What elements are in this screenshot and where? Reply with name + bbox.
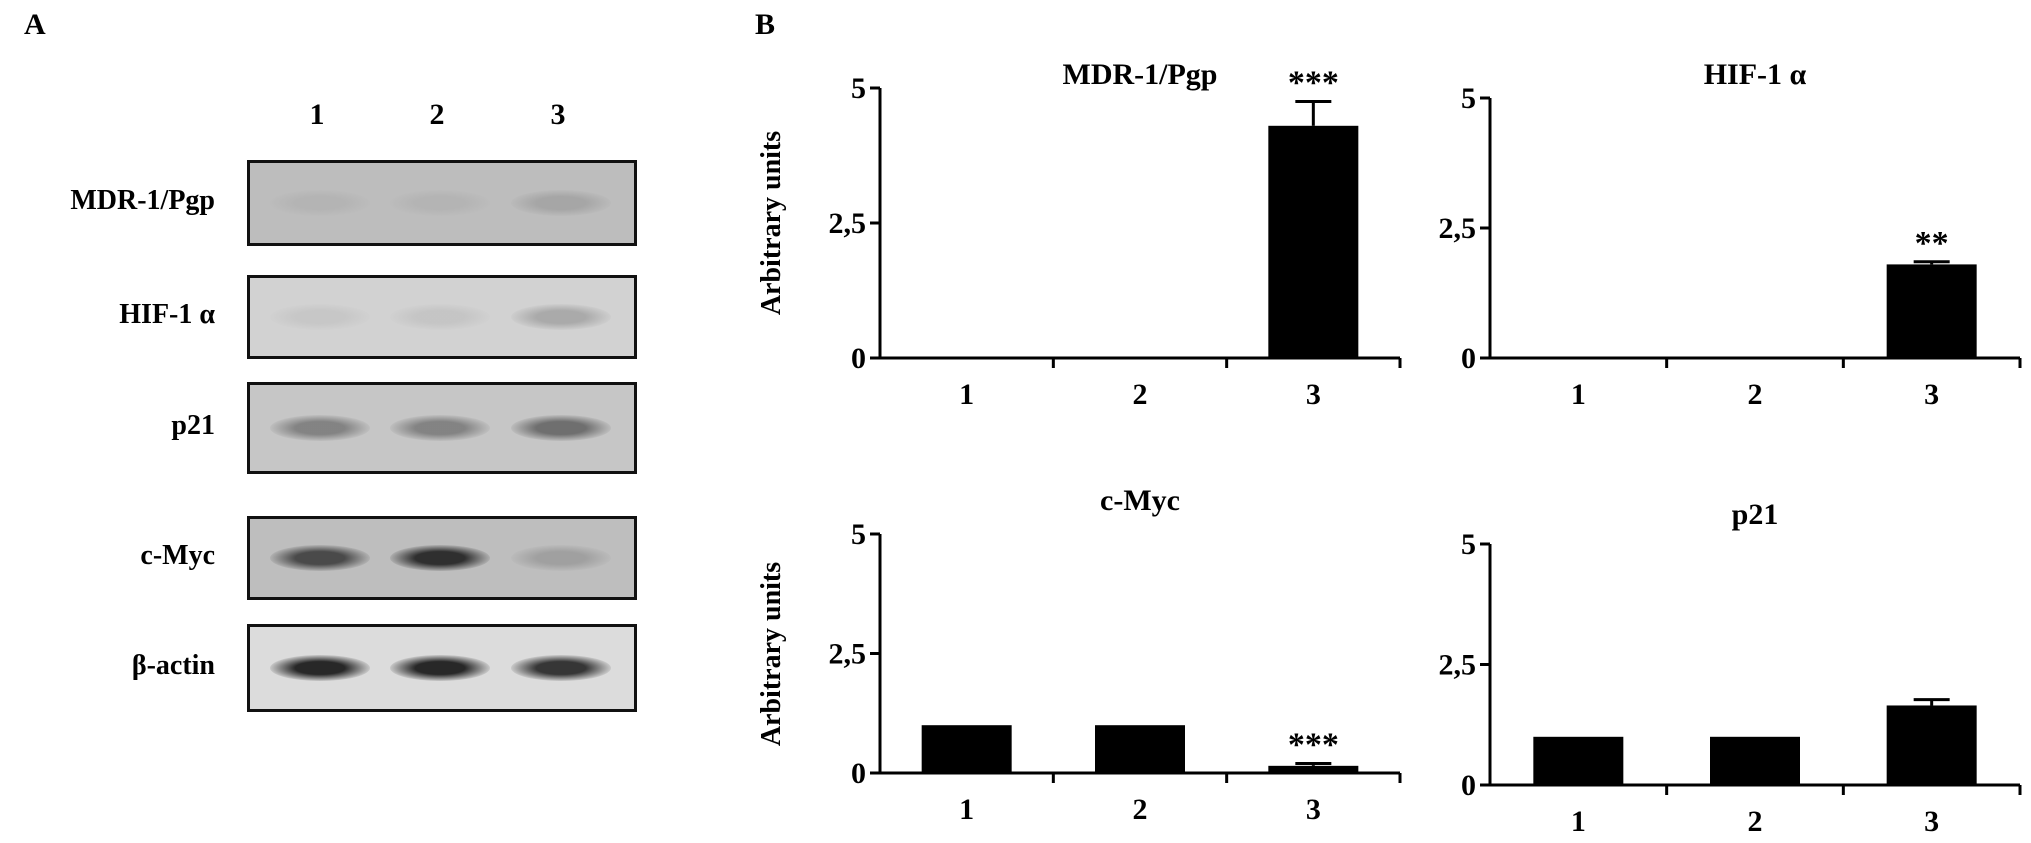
blot-band <box>390 655 490 681</box>
blot-band <box>511 655 611 681</box>
blot-strip <box>247 624 637 712</box>
chart-title: c-Myc <box>1100 484 1180 517</box>
lane-number: 3 <box>550 98 566 131</box>
x-tick-label: 2 <box>1133 378 1148 411</box>
bar <box>1533 736 1624 785</box>
chart-svg: 0 2,5 5 1 2 3 *** <box>829 65 1402 411</box>
x-tick-label: 1 <box>1571 378 1586 411</box>
blot-label: p21 <box>171 410 215 441</box>
chart-title: HIF-1 α <box>1703 58 1807 91</box>
bar <box>1710 736 1800 785</box>
chart-svg: 0 2,5 5 1 2 3 *** <box>829 518 1402 826</box>
bar <box>1886 705 1977 785</box>
bar-chart-hif1a: HIF-1 α 0 2,5 5 1 2 3 ** <box>1390 40 2030 411</box>
y-tick-label: 0 <box>1461 769 1476 802</box>
blot-band <box>390 190 490 216</box>
blot-label: β-actin <box>131 650 215 681</box>
y-tick-label: 5 <box>851 518 866 551</box>
chart-title: MDR-1/Pgp <box>1062 58 1218 91</box>
panel-a-letter: A <box>24 8 46 41</box>
lane-number: 2 <box>429 98 445 131</box>
y-tick-label: 0 <box>1461 342 1476 375</box>
x-tick-label: 1 <box>959 378 974 411</box>
blot-band <box>511 415 611 441</box>
blot-band <box>511 545 611 571</box>
blot-band <box>511 190 611 216</box>
x-tick-label: 3 <box>1924 805 1939 838</box>
bar <box>1268 125 1359 358</box>
y-tick-label: 0 <box>851 342 866 375</box>
chart-title: p21 <box>1731 498 1779 531</box>
x-tick-label: 1 <box>1571 805 1586 838</box>
y-tick-label: 2,5 <box>1439 649 1477 682</box>
blot-band <box>390 304 490 330</box>
y-tick-label: 5 <box>1461 528 1476 561</box>
x-tick-label: 2 <box>1748 378 1763 411</box>
blot-band <box>270 545 370 571</box>
y-tick-label: 2,5 <box>829 207 867 240</box>
y-tick-label: 2,5 <box>1439 212 1477 245</box>
bar-chart-cmyc: c-Myc Arbitrary units 0 2,5 5 1 2 3 *** <box>756 478 1460 843</box>
bar <box>921 725 1012 773</box>
bar-chart-mdr1: MDR-1/Pgp Arbitrary units 0 2,5 5 1 2 3 *** <box>756 40 1460 411</box>
blot-band <box>270 304 370 330</box>
blot-strip <box>247 382 637 474</box>
bar <box>1268 765 1359 773</box>
x-tick-label: 3 <box>1306 793 1321 826</box>
y-tick-label: 0 <box>851 757 866 790</box>
blot-band <box>270 655 370 681</box>
lane-number: 1 <box>309 98 325 131</box>
x-tick-label: 2 <box>1748 805 1763 838</box>
blot-label: MDR-1/Pgp <box>70 185 215 216</box>
x-tick-label: 1 <box>959 793 974 826</box>
blot-label: c-Myc <box>140 540 215 571</box>
blot-band <box>270 415 370 441</box>
x-tick-label: 2 <box>1133 793 1148 826</box>
blot-band <box>390 545 490 571</box>
y-tick-label: 5 <box>851 72 866 105</box>
chart-svg: 0 2,5 5 1 2 3 <box>1439 528 2022 838</box>
y-tick-label: 5 <box>1461 82 1476 115</box>
significance-label: *** <box>1288 65 1339 102</box>
chart-svg: 0 2,5 5 1 2 3 ** <box>1439 82 2022 411</box>
bar-chart-p21: p21 0 2,5 5 1 2 3 <box>1390 478 2030 843</box>
x-tick-label: 3 <box>1306 378 1321 411</box>
blot-band <box>390 415 490 441</box>
blot-strip <box>247 275 637 359</box>
bar <box>1886 264 1977 358</box>
blot-label: HIF-1 α <box>119 299 215 330</box>
blot-band <box>511 304 611 330</box>
blot-strip <box>247 160 637 246</box>
y-tick-label: 2,5 <box>829 638 867 671</box>
bar <box>1095 725 1185 773</box>
blot-strip <box>247 516 637 600</box>
panel-b-letter: B <box>755 8 776 41</box>
significance-label: *** <box>1288 726 1339 763</box>
significance-label: ** <box>1915 225 1949 262</box>
blot-band <box>270 190 370 216</box>
x-tick-label: 3 <box>1924 378 1939 411</box>
